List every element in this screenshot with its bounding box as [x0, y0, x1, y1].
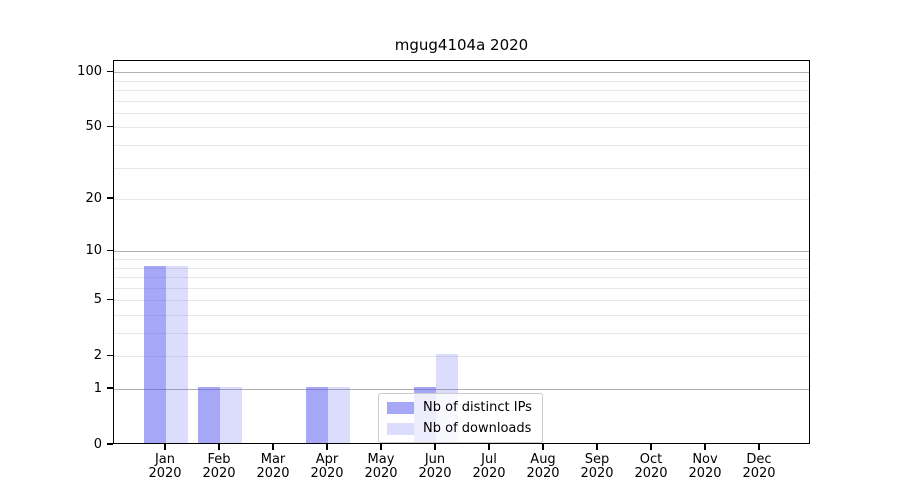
x-tick-apr [326, 444, 328, 450]
chart-title: mgug4104a 2020 [394, 36, 529, 54]
y-gridline-minor-20 [114, 199, 809, 201]
x-tick-label-month: Sep [584, 452, 610, 467]
x-tick-label-nov: Nov 2020 [673, 453, 737, 481]
x-tick-label-month: Mar [260, 452, 286, 467]
y-tick-label-50: 50 [85, 118, 102, 134]
y-tick-label-5: 5 [93, 291, 102, 307]
y-gridline-minor-9 [114, 258, 809, 260]
y-tick-10 [107, 249, 113, 251]
y-tick-label-1: 1 [93, 380, 102, 396]
x-tick-label-mar: Mar 2020 [241, 453, 305, 481]
y-gridline-minor-90 [114, 80, 809, 82]
y-gridline-minor-2 [114, 356, 809, 358]
y-tick-label-0: 0 [93, 436, 102, 452]
x-tick-aug [542, 444, 544, 450]
x-tick-label-month: Jun [424, 452, 446, 467]
x-tick-label-year: 2020 [364, 466, 398, 481]
bar-downloads-jan [166, 265, 188, 443]
y-tick-label-20: 20 [85, 190, 102, 206]
y-tick-label-10: 10 [85, 242, 102, 258]
legend-label: Nb of downloads [423, 421, 532, 436]
y-gridline-minor-60 [114, 112, 809, 114]
x-tick-label-month: May [367, 452, 395, 467]
x-tick-jul [488, 444, 490, 450]
legend-swatch-distinct-ips [387, 401, 414, 414]
x-tick-label-year: 2020 [688, 466, 722, 481]
x-tick-label-year: 2020 [418, 466, 452, 481]
legend-item: Nb of downloads [387, 421, 532, 436]
y-tick-label-100: 100 [77, 63, 102, 79]
x-tick-label-feb: Feb 2020 [187, 453, 251, 481]
y-gridline-minor-40 [114, 145, 809, 146]
x-tick-label-may: May 2020 [349, 453, 413, 481]
x-tick-nov [704, 444, 706, 450]
x-tick-label-month: Jan [154, 452, 176, 467]
x-tick-feb [218, 444, 220, 450]
y-tick-100 [107, 70, 113, 72]
y-tick-5 [107, 298, 113, 300]
x-tick-label-dec: Dec 2020 [727, 453, 791, 481]
y-gridline-minor-5 [114, 300, 809, 302]
x-tick-label-year: 2020 [742, 466, 776, 481]
x-tick-jan [164, 444, 166, 450]
x-tick-label-year: 2020 [526, 466, 560, 481]
y-tick-20 [107, 197, 113, 199]
legend-swatch-downloads [387, 422, 414, 435]
x-tick-label-month: Feb [207, 452, 231, 467]
x-tick-label-month: Apr [315, 452, 339, 467]
y-tick-label-2: 2 [93, 347, 102, 363]
legend-label: Nb of distinct IPs [423, 400, 532, 415]
plot-area [113, 60, 810, 444]
legend: Nb of distinct IPs Nb of downloads [378, 393, 543, 443]
x-tick-label-month: Dec [746, 452, 772, 467]
x-tick-mar [272, 444, 274, 450]
x-tick-label-month: Jul [481, 452, 497, 467]
y-gridline-major-10 [114, 251, 809, 253]
y-tick-50 [107, 125, 113, 128]
x-tick-label-year: 2020 [580, 466, 614, 481]
x-tick-label-jul: Jul 2020 [457, 453, 521, 481]
x-tick-label-apr: Apr 2020 [295, 453, 359, 481]
y-gridline-major-100 [114, 72, 809, 74]
bar-distinct-ips-feb [198, 387, 220, 443]
x-tick-label-jan: Jan 2020 [133, 453, 197, 481]
x-tick-may [380, 444, 382, 450]
x-tick-label-year: 2020 [202, 466, 236, 481]
x-tick-dec [758, 444, 760, 450]
legend-item: Nb of distinct IPs [387, 400, 532, 415]
bar-downloads-feb [220, 387, 242, 443]
x-tick-label-aug: Aug 2020 [511, 453, 575, 481]
x-tick-label-year: 2020 [310, 466, 344, 481]
bar-downloads-apr [328, 387, 350, 443]
y-gridline-minor-3 [114, 333, 809, 334]
y-tick-2 [107, 354, 113, 356]
x-tick-label-month: Oct [639, 452, 663, 467]
y-gridline-minor-50 [114, 127, 809, 129]
x-tick-label-sep: Sep 2020 [565, 453, 629, 481]
x-tick-label-month: Aug [530, 452, 556, 467]
y-gridline-minor-30 [114, 167, 809, 169]
bar-distinct-ips-apr [306, 387, 328, 443]
x-tick-jun [434, 444, 436, 450]
x-tick-sep [596, 444, 598, 450]
y-gridline-minor-7 [114, 277, 809, 279]
x-tick-label-year: 2020 [256, 466, 290, 481]
y-gridline-minor-6 [114, 287, 809, 289]
x-tick-label-year: 2020 [472, 466, 506, 481]
y-gridline-minor-4 [114, 314, 809, 316]
y-gridline-major-1 [114, 389, 809, 390]
y-tick-0 [107, 443, 113, 445]
x-tick-oct [650, 444, 652, 450]
x-tick-label-jun: Jun 2020 [403, 453, 467, 481]
x-tick-label-year: 2020 [634, 466, 668, 481]
y-gridline-minor-8 [114, 267, 809, 269]
x-tick-label-year: 2020 [148, 466, 182, 481]
x-tick-label-oct: Oct 2020 [619, 453, 683, 481]
y-gridline-minor-80 [114, 90, 809, 91]
x-tick-label-month: Nov [692, 452, 718, 467]
y-tick-1 [107, 387, 113, 389]
y-gridline-minor-70 [114, 100, 809, 102]
bar-distinct-ips-jan [144, 265, 166, 443]
